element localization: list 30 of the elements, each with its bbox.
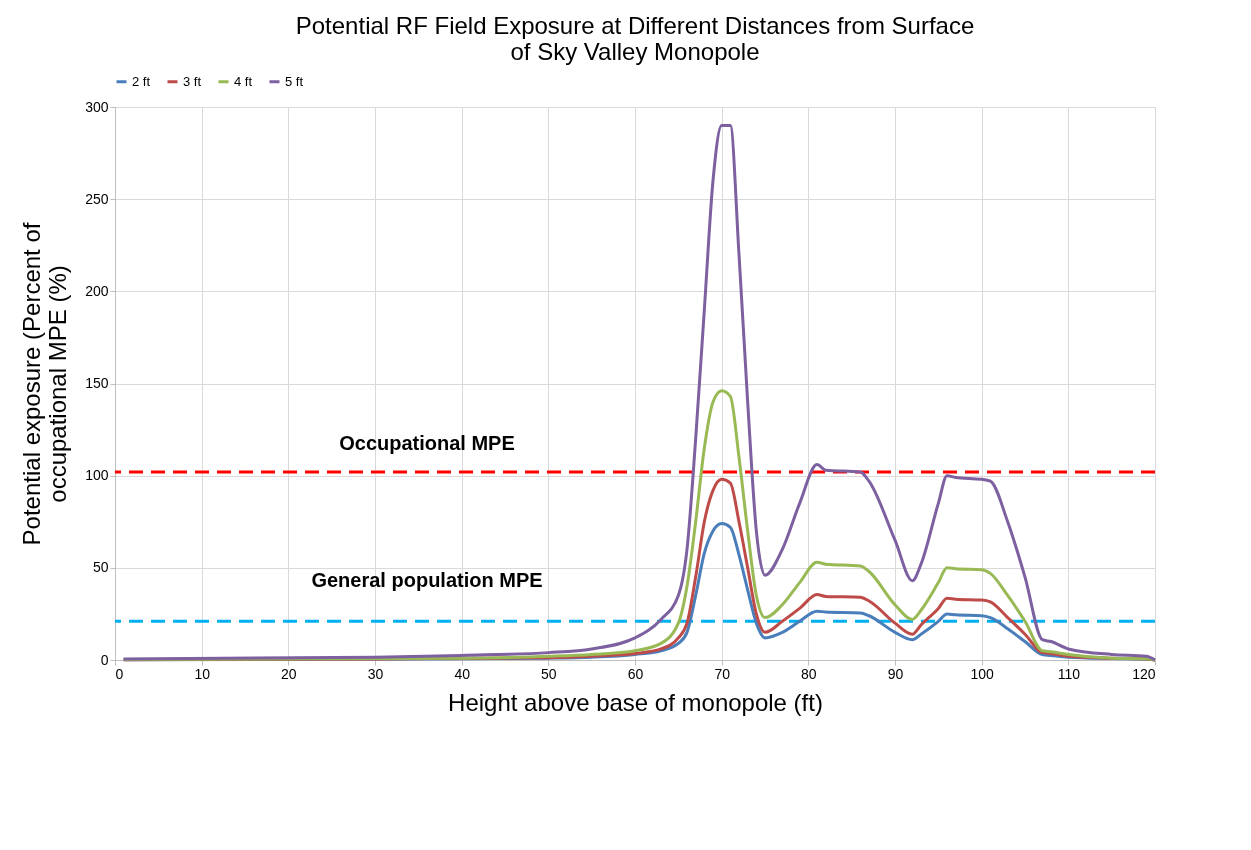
y-tick-label: 250 — [85, 190, 109, 207]
chart-title: Potential RF Field Exposure at Different Distances from Surface of Sky Valley Monopole — [295, 12, 975, 65]
legend-label: 2 ft — [132, 73, 151, 89]
x-tick-label: 10 — [194, 665, 211, 682]
x-tick-label: 70 — [714, 665, 731, 682]
x-tick-label: 40 — [454, 665, 471, 682]
x-tick-label: 80 — [801, 665, 817, 682]
x-tick-label: 30 — [367, 665, 384, 682]
legend-label: 3 ft — [183, 73, 202, 89]
y-tick-label: 0 — [100, 651, 109, 668]
x-tick-label: 100 — [970, 665, 995, 682]
y-tick-label: 50 — [92, 559, 109, 576]
legend-label: 5 ft — [285, 73, 304, 89]
y-axis-title: Potential exposure (Percent of occupational MPE (%) — [18, 222, 72, 546]
x-tick-label: 50 — [541, 665, 557, 682]
ref-line-label: Occupational MPE — [339, 431, 515, 454]
x-axis-title: Height above base of monopole (ft) — [448, 688, 823, 716]
y-tick-label: 100 — [85, 467, 109, 484]
x-tick-label: 120 — [1132, 665, 1156, 682]
legend-label: 4 ft — [234, 73, 253, 89]
y-tick-label: 300 — [85, 98, 109, 115]
x-tick-label: 20 — [281, 665, 297, 682]
x-tick-label: 110 — [1057, 665, 1081, 682]
y-tick-label: 200 — [85, 282, 109, 299]
y-tick-label: 150 — [85, 375, 109, 391]
ref-line-label: General population MPE — [311, 569, 543, 592]
x-tick-label: 0 — [115, 665, 124, 682]
x-tick-label: 60 — [627, 665, 644, 682]
x-tick-label: 90 — [887, 665, 904, 682]
line-series — [122, 123, 1157, 662]
